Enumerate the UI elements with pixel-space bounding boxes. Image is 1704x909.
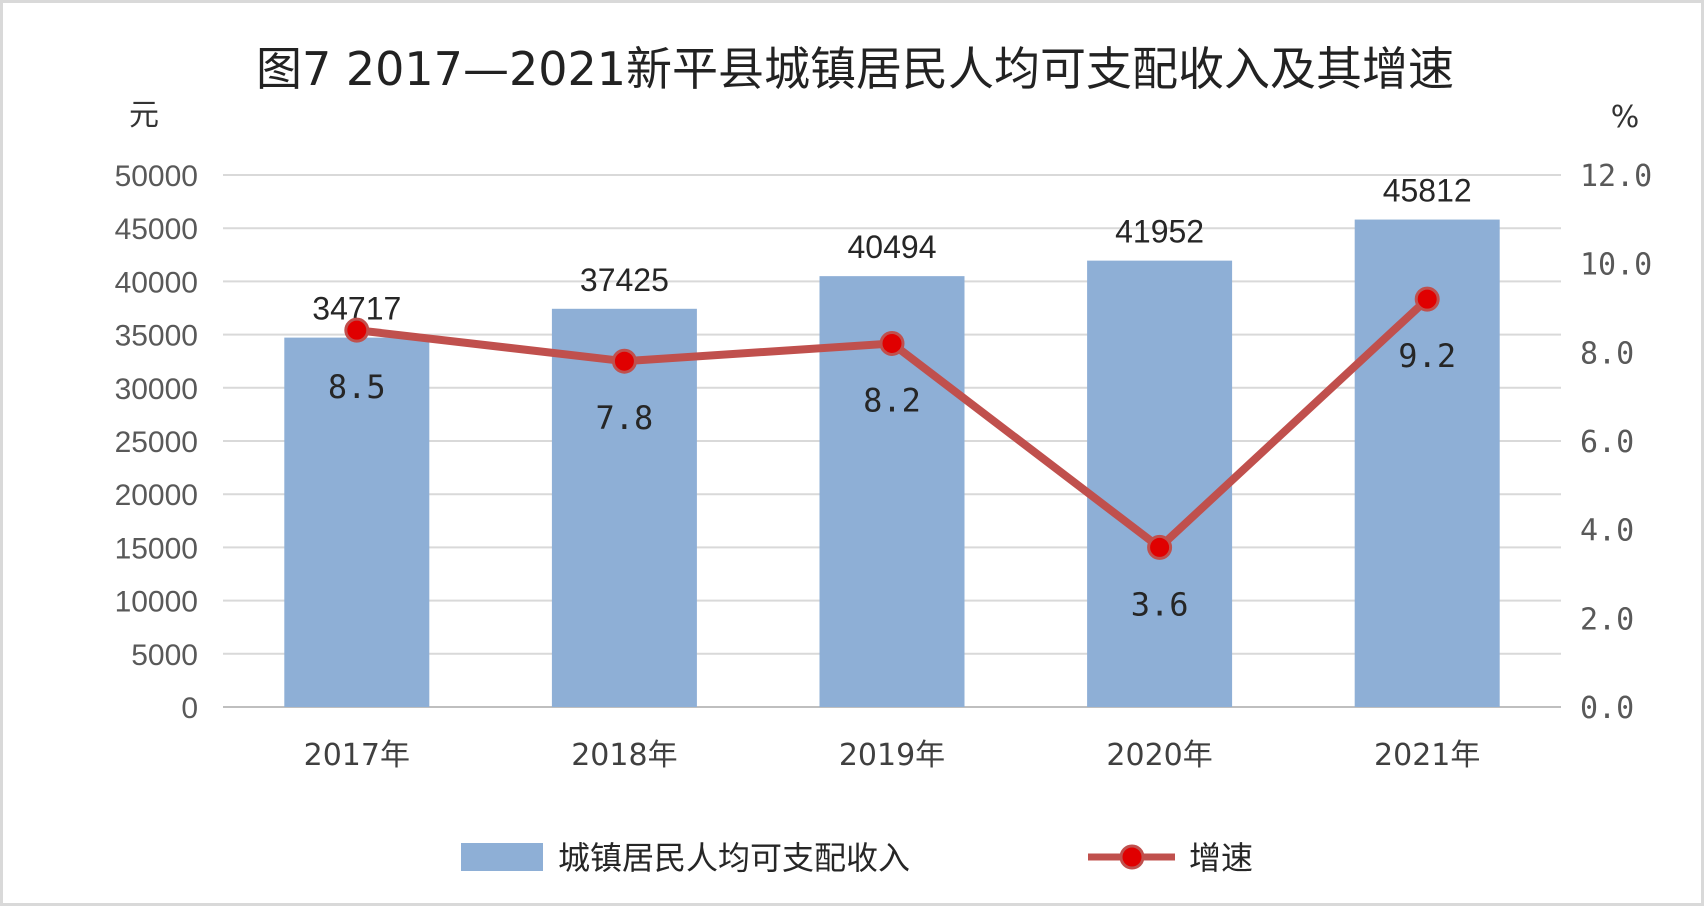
- x-tick-label: 2018年: [571, 738, 677, 773]
- legend-bar-swatch: [461, 843, 543, 871]
- right-axis-unit: %: [1611, 100, 1640, 135]
- legend-bar-label: 城镇居民人均可支配收入: [558, 839, 910, 877]
- bar-value-label: 37425: [580, 262, 669, 298]
- x-tick-label: 2017年: [304, 738, 410, 773]
- left-tick-label: 5000: [131, 639, 198, 672]
- x-tick-label: 2021年: [1374, 738, 1480, 773]
- point-value-label: 7.8: [596, 399, 654, 437]
- right-tick-label: 6.0: [1580, 425, 1634, 460]
- left-tick-label: 45000: [115, 213, 198, 246]
- left-tick-label: 35000: [115, 320, 198, 353]
- left-tick-label: 10000: [115, 586, 198, 619]
- right-tick-label: 8.0: [1580, 336, 1634, 371]
- left-tick-label: 40000: [115, 266, 198, 299]
- left-tick-label: 25000: [115, 426, 198, 459]
- left-axis-ticks: 0 5000 10000 15000 20000 25000 30000 35000 40000…: [115, 160, 198, 725]
- right-tick-label: 2.0: [1580, 602, 1634, 637]
- left-tick-label: 15000: [115, 532, 198, 565]
- line-point: [879, 330, 905, 356]
- line-point: [344, 317, 370, 343]
- legend-line-marker: [1119, 844, 1145, 870]
- bar: [551, 308, 697, 707]
- left-tick-label: 20000: [115, 479, 198, 512]
- right-axis-ticks: 0.0 2.0 4.0 6.0 8.0 10.0 12.0: [1580, 159, 1652, 726]
- point-value-label: 8.2: [863, 381, 921, 419]
- line-series: 8.5 7.8 8.2 3.6 9.2: [328, 286, 1456, 623]
- x-axis-ticks: 2017年 2018年 2019年 2020年 2021年: [304, 738, 1481, 773]
- x-tick-label: 2020年: [1106, 738, 1212, 773]
- line-point: [1147, 534, 1173, 560]
- bar-value-label: 41952: [1115, 214, 1204, 250]
- bar-value-label: 45812: [1383, 173, 1472, 209]
- legend: 城镇居民人均可支配收入 增速: [461, 839, 1253, 877]
- bar: [284, 337, 430, 707]
- right-tick-label: 12.0: [1580, 159, 1652, 194]
- bar: [1087, 260, 1233, 707]
- line-point: [611, 348, 637, 374]
- right-tick-label: 4.0: [1580, 514, 1634, 549]
- right-tick-label: 10.0: [1580, 248, 1652, 283]
- left-tick-label: 0: [181, 692, 198, 725]
- left-tick-label: 50000: [115, 160, 198, 193]
- x-tick-label: 2019年: [839, 738, 945, 773]
- chart-canvas: 图7 2017—2021新平县城镇居民人均可支配收入及其增速 元 % 0 5000…: [115, 42, 1653, 877]
- legend-line-label: 增速: [1189, 839, 1253, 877]
- chart-title: 图7 2017—2021新平县城镇居民人均可支配收入及其增速: [256, 42, 1454, 96]
- left-axis-unit: 元: [129, 98, 159, 133]
- point-value-label: 8.5: [328, 368, 386, 406]
- point-value-label: 9.2: [1398, 337, 1456, 375]
- right-tick-label: 0.0: [1580, 691, 1634, 726]
- left-tick-label: 30000: [115, 373, 198, 406]
- bar-value-label: 40494: [848, 229, 937, 265]
- point-value-label: 3.6: [1131, 585, 1189, 623]
- line-point: [1414, 286, 1440, 312]
